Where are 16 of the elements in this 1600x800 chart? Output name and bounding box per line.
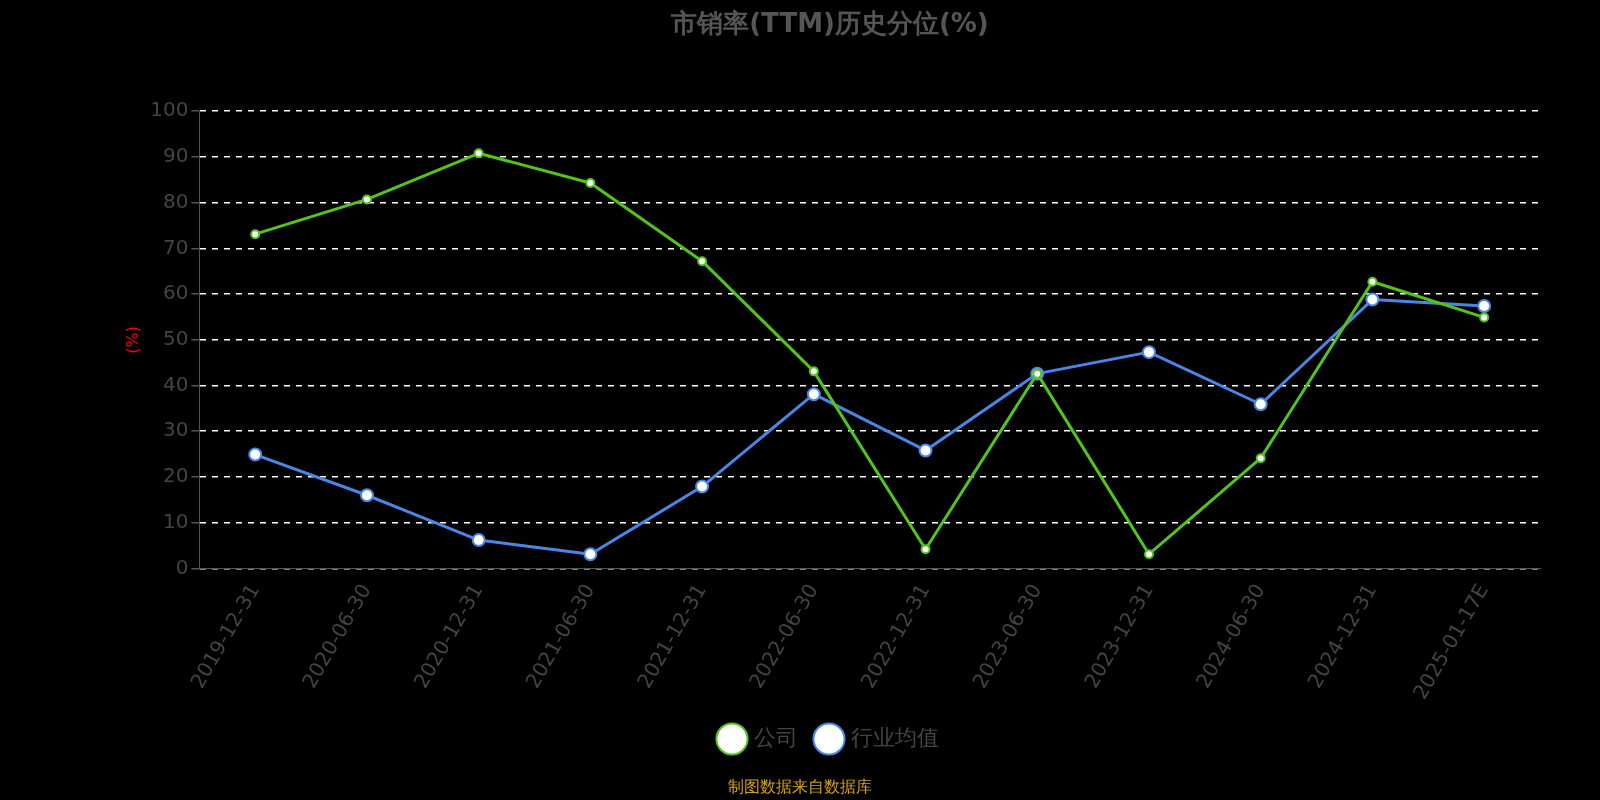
y-tick-label: 10 — [162, 508, 189, 533]
y-tick-label: 70 — [162, 234, 189, 259]
y-tick-label: 90 — [162, 143, 189, 168]
y-axis-title: (%) — [122, 325, 142, 354]
legend-label: 公司 — [754, 724, 798, 750]
y-tick-label: 100 — [150, 97, 189, 122]
y-tick-label: 40 — [162, 371, 189, 396]
y-tick-label: 60 — [162, 280, 189, 305]
legend-label: 行业均值 — [851, 724, 939, 750]
y-tick-label: 0 — [175, 554, 189, 579]
y-tick-label: 50 — [162, 326, 189, 350]
y-tick-label: 80 — [162, 188, 189, 213]
chart-title: 市销率(TTM)历史分位(%) — [670, 8, 989, 39]
text: 制图数据来自数据库 — [728, 777, 872, 797]
y-tick-label: 30 — [162, 417, 189, 442]
y-tick-label: 20 — [162, 463, 189, 488]
